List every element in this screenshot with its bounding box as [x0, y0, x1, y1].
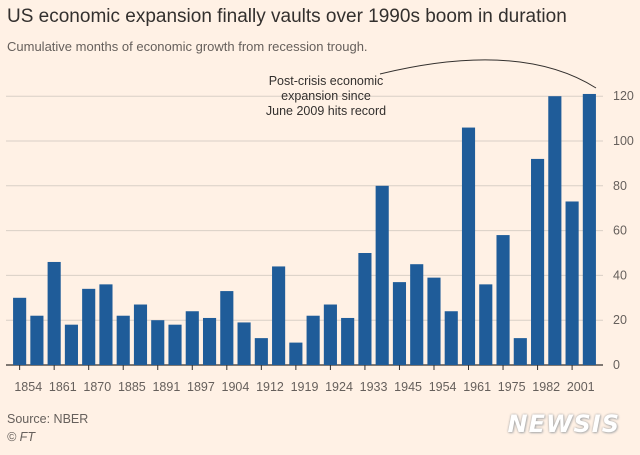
chart-subtitle: Cumulative months of economic growth fro… — [7, 39, 368, 54]
annotation-line-2: expansion since — [281, 89, 371, 103]
bar — [202, 317, 217, 365]
bar — [461, 127, 476, 365]
bar — [496, 235, 510, 365]
bar — [513, 338, 527, 365]
y-tick-label: 20 — [613, 313, 627, 327]
y-axis-ticks: 0 20 40 60 80 100 120 — [613, 89, 634, 372]
bar — [13, 297, 27, 365]
gridlines — [6, 95, 603, 366]
bar — [151, 320, 165, 365]
x-tick-label: 1854 — [14, 380, 42, 394]
source-note: Source: NBER — [7, 412, 89, 426]
x-tick-label: 1954 — [429, 380, 457, 394]
x-tick-label: 1885 — [118, 380, 146, 394]
bar — [133, 304, 148, 365]
bar — [237, 322, 251, 365]
bar — [323, 304, 337, 365]
newsis-watermark: NEWSIS — [507, 410, 620, 438]
bar — [582, 93, 596, 366]
bar — [548, 96, 562, 365]
x-tick-label: 1961 — [463, 380, 491, 394]
bar — [272, 266, 286, 365]
bar — [358, 253, 372, 365]
bar — [375, 185, 389, 365]
bar — [565, 201, 579, 365]
y-tick-label: 100 — [613, 134, 634, 148]
y-tick-label: 40 — [613, 268, 627, 282]
bar — [427, 277, 441, 365]
x-axis-ticks: 1854 1861 1870 1885 1891 1897 1904 1912 1919 1924… — [14, 365, 595, 394]
bar — [185, 311, 199, 365]
bar — [116, 315, 130, 365]
x-tick-label: 1891 — [152, 380, 180, 394]
x-tick-label: 1912 — [256, 380, 284, 394]
annotation-line-1: Post-crisis economic — [268, 74, 384, 88]
annotation: Post-crisis economic expansion since Jun… — [246, 74, 406, 119]
x-tick-label: 1975 — [498, 380, 526, 394]
bar — [392, 282, 407, 365]
bar — [410, 264, 424, 365]
y-tick-label: 120 — [613, 89, 634, 103]
y-tick-label: 0 — [613, 358, 620, 372]
bar — [306, 315, 320, 365]
bar — [444, 311, 458, 365]
x-tick-label: 1904 — [222, 380, 250, 394]
x-tick-label: 1945 — [394, 380, 422, 394]
bar — [82, 288, 96, 365]
annotation-line-3: June 2009 hits record — [265, 104, 387, 118]
bar — [168, 324, 182, 365]
x-tick-label: 1870 — [83, 380, 111, 394]
bar — [479, 284, 493, 365]
x-tick-label: 1982 — [532, 380, 560, 394]
x-tick-label: 1933 — [360, 380, 388, 394]
x-tick-label: 2001 — [567, 380, 595, 394]
annotation-arrow — [379, 59, 597, 89]
y-tick-label: 60 — [613, 224, 627, 238]
x-tick-label: 1919 — [291, 380, 319, 394]
x-tick-label: 1924 — [325, 380, 353, 394]
chart-title: US economic expansion finally vaults ove… — [7, 6, 567, 27]
y-tick-label: 80 — [613, 179, 627, 193]
bar — [47, 261, 61, 365]
x-tick-label: 1861 — [49, 380, 77, 394]
bars — [13, 93, 596, 366]
bar — [220, 291, 234, 365]
x-tick-label: 1897 — [187, 380, 215, 394]
bar — [531, 158, 545, 365]
bar — [30, 315, 44, 365]
credit-note: © FT — [7, 430, 35, 444]
bar — [99, 284, 113, 365]
bar — [289, 342, 303, 365]
bar — [341, 317, 355, 365]
bar — [254, 338, 268, 365]
bar — [64, 324, 78, 365]
